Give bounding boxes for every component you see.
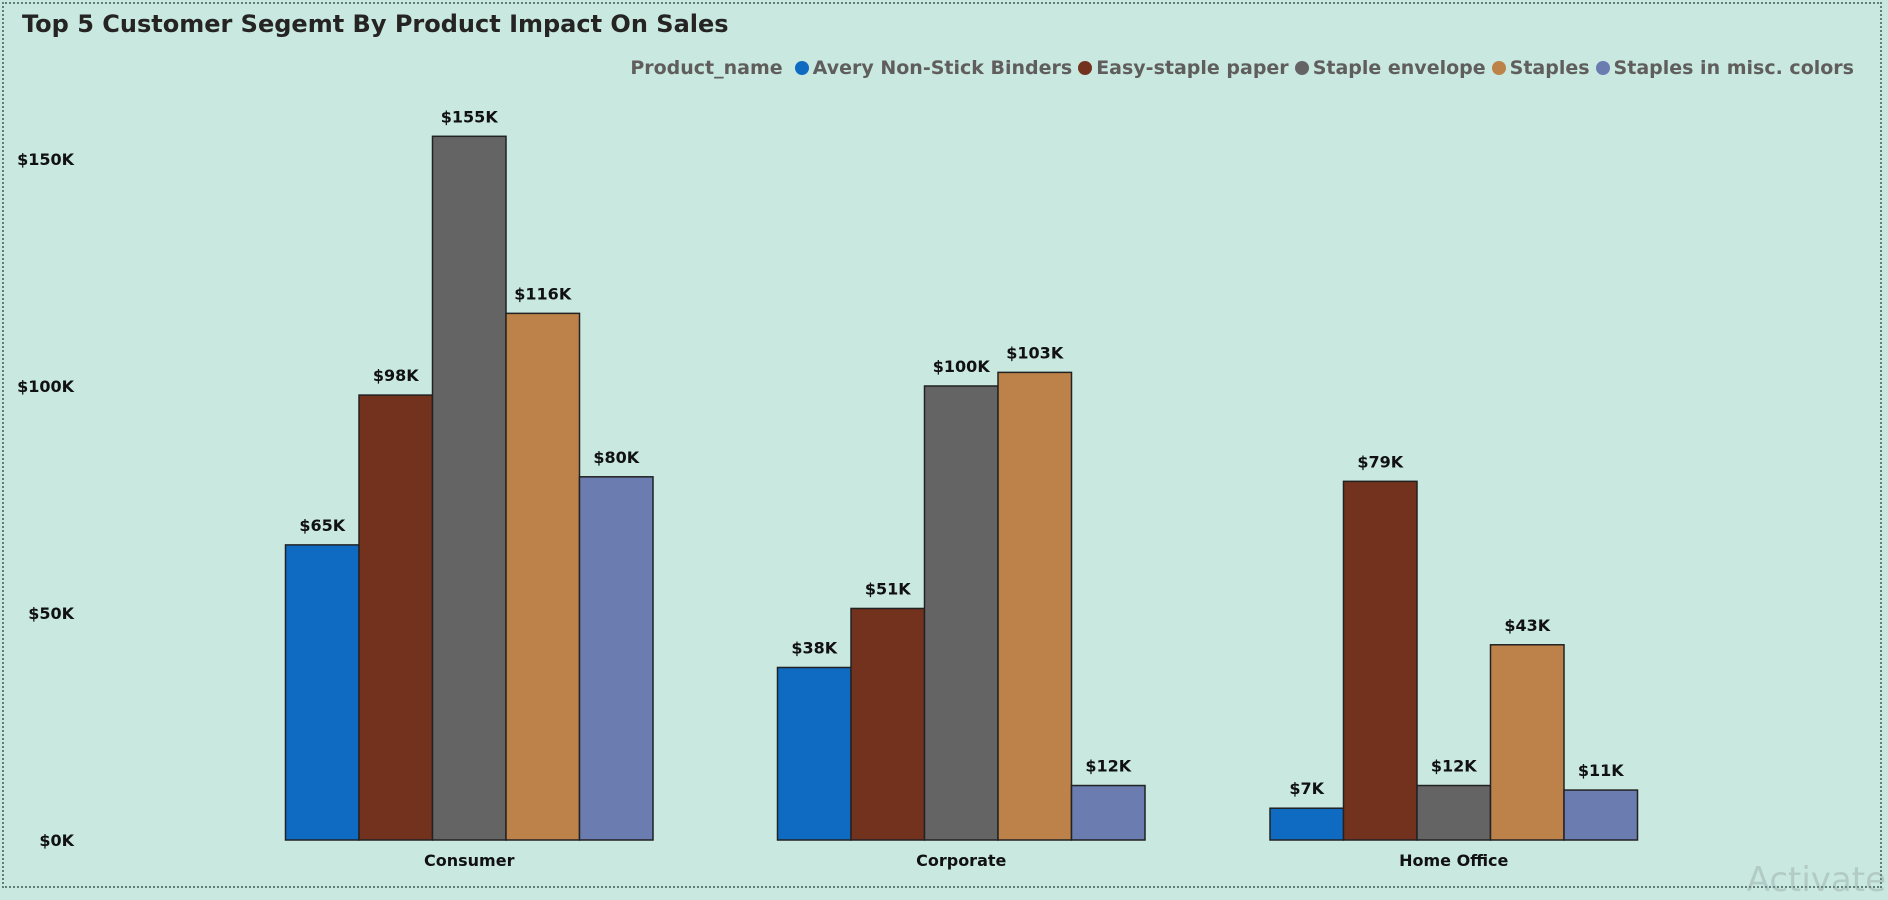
x-category-label-2: Home Office [1399, 851, 1508, 870]
legend-label-0: Avery Non-Stick Binders [812, 57, 1073, 79]
legend-label-1: Easy-staple paper [1096, 57, 1289, 79]
bar-home-office-0[interactable] [1269, 807, 1345, 841]
data-label-1-0: $38K [791, 638, 837, 657]
data-label-1-4: $12K [1085, 757, 1131, 776]
legend-item-0[interactable]: Avery Non-Stick Binders [794, 57, 1073, 79]
bar-corporate-0[interactable] [776, 666, 852, 841]
legend-marker-2 [1294, 61, 1309, 75]
legend-marker-1 [1078, 61, 1093, 75]
data-label-2-2: $12K [1431, 757, 1477, 776]
bar-corporate-4[interactable] [1070, 784, 1146, 841]
legend-item-1[interactable]: Easy-staple paper [1078, 57, 1289, 79]
data-label-1-3: $103K [1006, 343, 1064, 362]
data-label-0-3: $116K [514, 284, 572, 303]
legend-marker-4 [1595, 61, 1610, 75]
legend-label-2: Staple envelope [1312, 57, 1486, 79]
bar-home-office-1[interactable] [1342, 480, 1418, 841]
bar-consumer-0[interactable] [284, 544, 360, 841]
legend-marker-3 [1491, 61, 1506, 75]
bar-home-office-4[interactable] [1563, 789, 1639, 841]
chart-title: Top 5 Customer Segemt By Product Impact … [22, 10, 729, 38]
legend-label-3: Staples [1509, 57, 1590, 79]
bar-consumer-4[interactable] [578, 476, 654, 841]
data-label-0-0: $65K [299, 516, 345, 535]
legend-item-2[interactable]: Staple envelope [1294, 57, 1486, 79]
y-tick-label-3: $150K [17, 150, 75, 169]
data-label-2-4: $11K [1578, 761, 1624, 780]
x-category-label-0: Consumer [424, 851, 515, 870]
data-label-1-2: $100K [933, 357, 991, 376]
legend-marker-0 [794, 61, 809, 75]
data-label-1-1: $51K [865, 579, 911, 598]
data-label-0-2: $155K [441, 107, 499, 126]
legend-item-4[interactable]: Staples in misc. colors [1595, 57, 1854, 79]
data-label-0-4: $80K [593, 448, 639, 467]
bar-corporate-1[interactable] [850, 607, 926, 841]
data-label-2-1: $79K [1357, 452, 1403, 471]
bar-consumer-1[interactable] [358, 394, 434, 841]
plot-area: $0K $50K $100K $150K $65K $98K $155K $116K $80K C… [17, 107, 1639, 870]
bar-consumer-3[interactable] [505, 312, 581, 841]
y-tick-label-1: $50K [28, 604, 74, 623]
chart-legend: Product_name Avery Non-Stick Binders Easy… [630, 57, 1854, 79]
bar-corporate-3[interactable] [997, 371, 1073, 841]
bar-consumer-2[interactable] [431, 135, 507, 841]
data-label-0-1: $98K [373, 366, 419, 385]
legend-item-3[interactable]: Staples [1491, 57, 1590, 79]
bar-home-office-3[interactable] [1489, 644, 1565, 841]
watermark: Activate [1746, 860, 1886, 900]
x-category-label-1: Corporate [916, 851, 1006, 870]
legend-label-4: Staples in misc. colors [1613, 57, 1854, 79]
data-label-2-0: $7K [1289, 779, 1324, 798]
data-label-2-3: $43K [1504, 616, 1550, 635]
y-tick-label-0: $0K [39, 831, 74, 850]
y-tick-label-2: $100K [17, 377, 75, 396]
legend-title: Product_name [630, 57, 783, 79]
bar-corporate-2[interactable] [923, 385, 999, 841]
bar-home-office-2[interactable] [1416, 784, 1492, 841]
